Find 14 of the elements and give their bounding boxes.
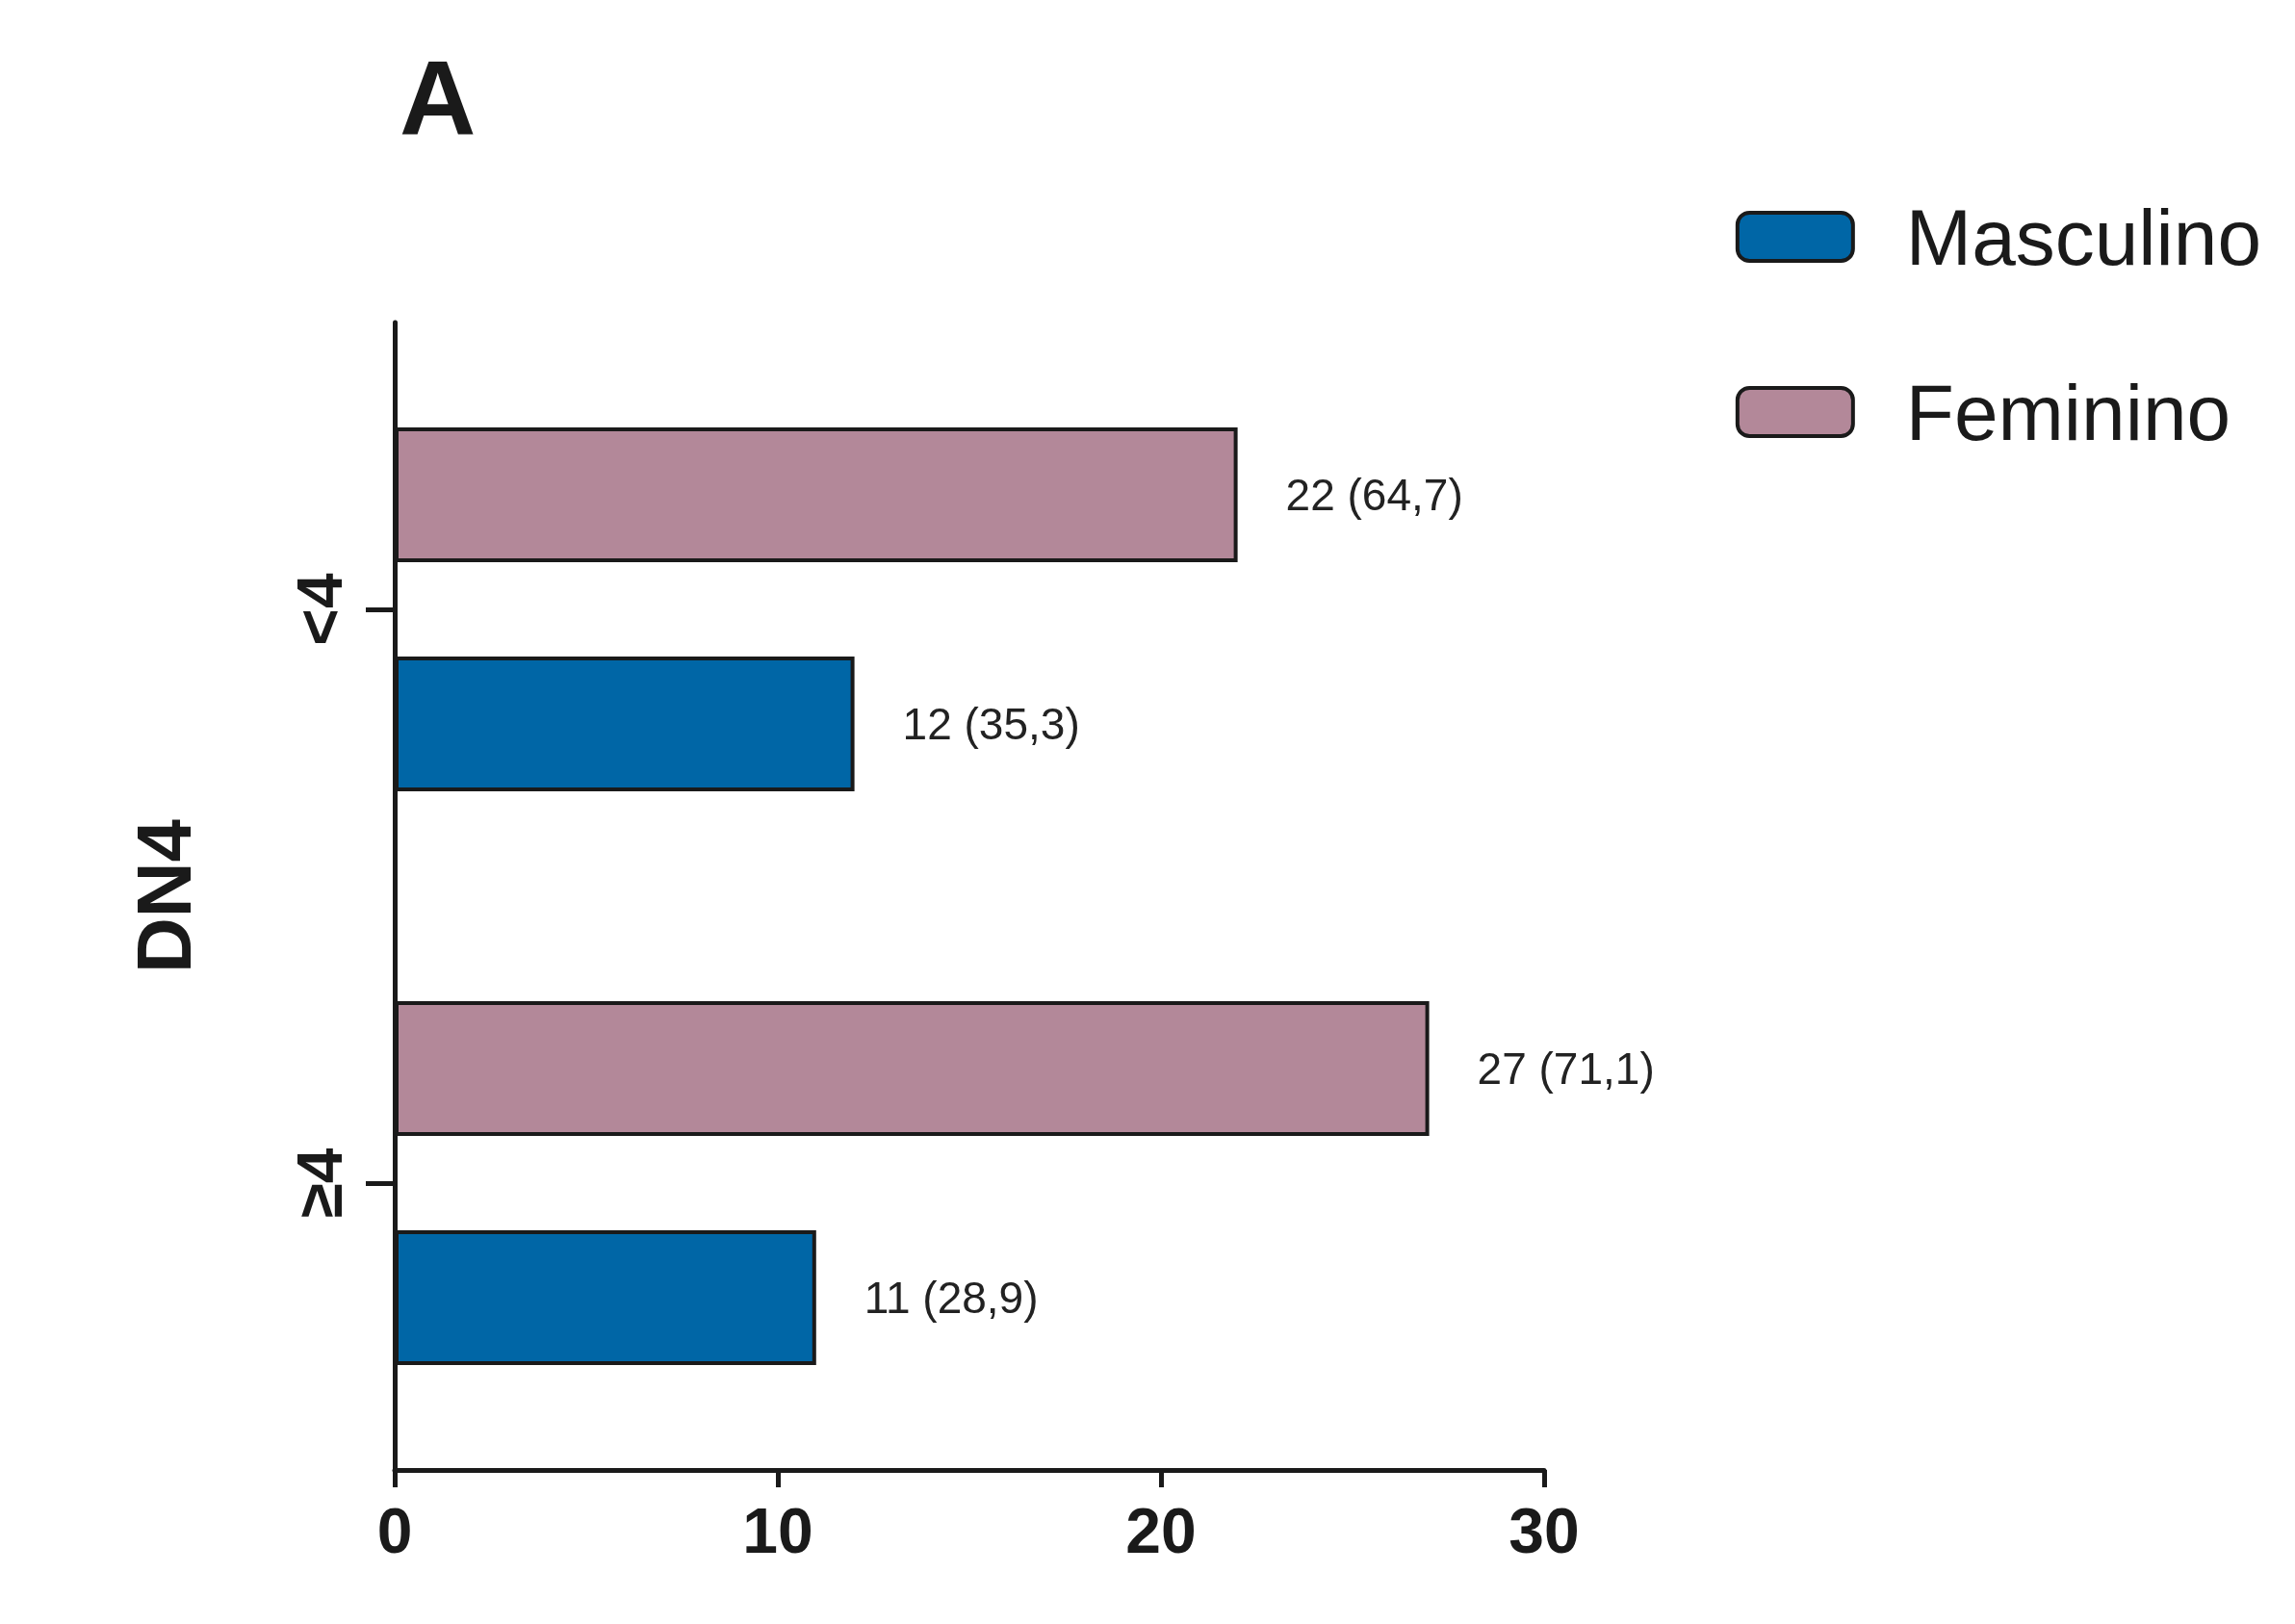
data-label: 27 (71,1) bbox=[1477, 1044, 1655, 1094]
y-axis-title: DN4 bbox=[120, 818, 207, 974]
x-tick-label: 0 bbox=[376, 1495, 413, 1566]
data-label: 22 (64,7) bbox=[1285, 470, 1463, 520]
x-tick-label: 30 bbox=[1509, 1495, 1580, 1566]
legend-label: Feminino bbox=[1905, 368, 2231, 456]
legend-label: Masculino bbox=[1905, 193, 2262, 281]
x-tick-label: 20 bbox=[1125, 1495, 1197, 1566]
x-tick-label: 10 bbox=[742, 1495, 813, 1566]
data-label: 11 (28,9) bbox=[864, 1273, 1039, 1323]
y-tick-label: <4 bbox=[284, 573, 355, 646]
data-label: 12 (35,3) bbox=[902, 699, 1080, 749]
chart-title: A bbox=[400, 37, 477, 156]
y-tick-label: ≥4 bbox=[284, 1147, 355, 1219]
